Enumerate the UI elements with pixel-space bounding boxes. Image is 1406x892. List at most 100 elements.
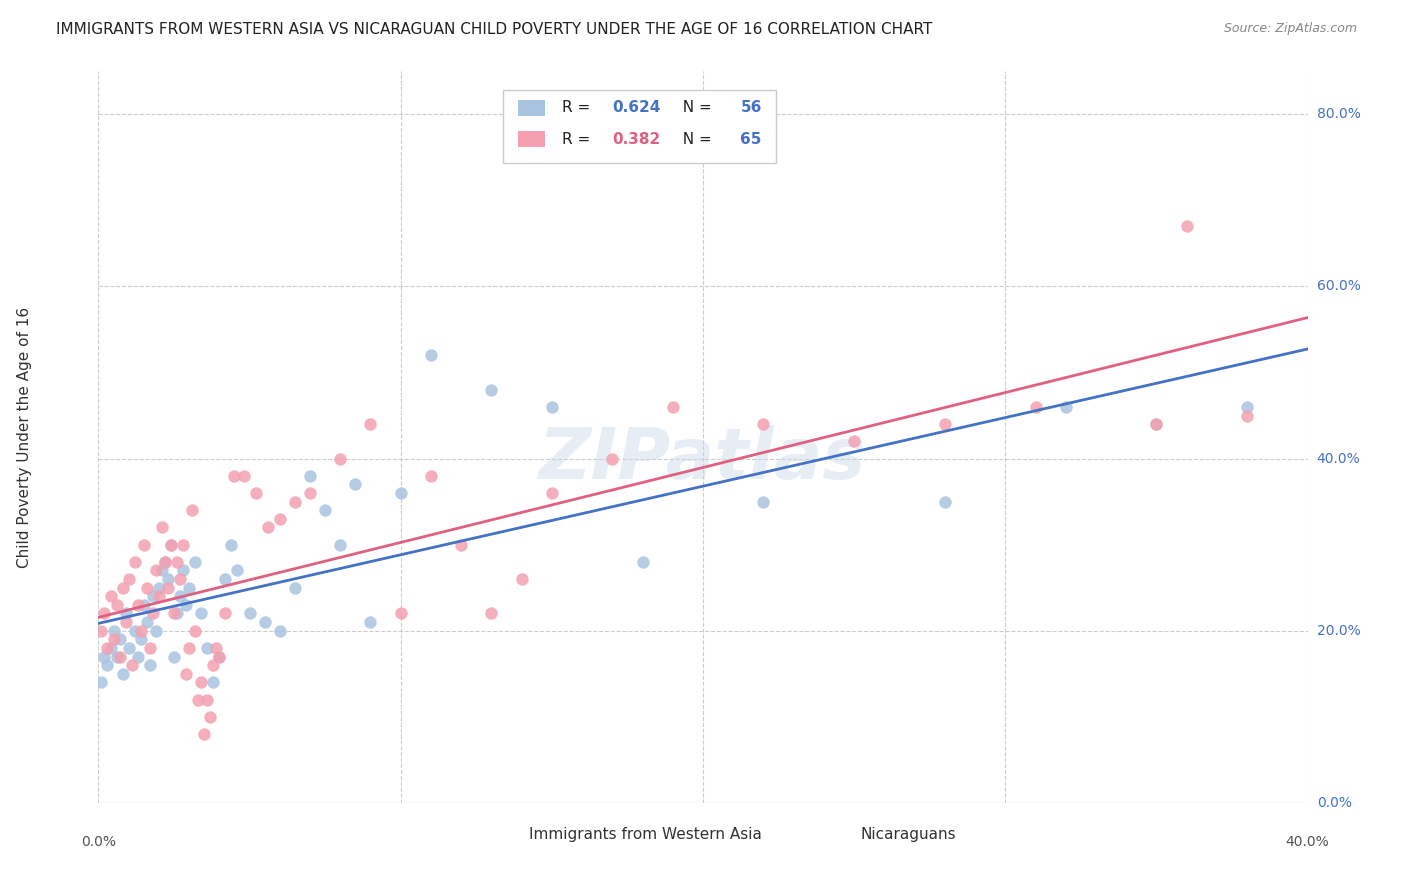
Text: Source: ZipAtlas.com: Source: ZipAtlas.com (1223, 22, 1357, 36)
Point (934, 494, 956, 508)
Point (93, 649, 115, 664)
Point (205, 640, 228, 655)
Text: 40.0%: 40.0% (1316, 451, 1361, 466)
Point (174, 666, 197, 681)
Point (193, 727, 215, 741)
Point (344, 477, 367, 491)
Point (132, 538, 155, 552)
Text: R =: R = (561, 101, 595, 115)
Point (184, 555, 207, 569)
Point (127, 649, 149, 664)
Point (169, 589, 191, 603)
Point (329, 538, 352, 552)
Text: 0.0%: 0.0% (1316, 796, 1351, 810)
Point (139, 640, 162, 655)
Point (202, 675, 225, 690)
Point (118, 572, 141, 586)
Text: 80.0%: 80.0% (1316, 107, 1361, 121)
Point (1024, 400, 1046, 414)
Point (114, 615, 136, 629)
Point (135, 615, 157, 629)
Point (169, 572, 191, 586)
Point (1236, 409, 1258, 423)
FancyBboxPatch shape (517, 131, 544, 147)
Point (540, 486, 562, 500)
Point (314, 503, 336, 517)
Point (389, 486, 412, 500)
Point (245, 486, 267, 500)
Point (187, 692, 209, 706)
Point (100, 589, 122, 603)
Point (129, 624, 152, 638)
Point (1175, 219, 1198, 234)
Point (148, 589, 170, 603)
Point (156, 572, 179, 586)
Point (156, 581, 179, 595)
Point (96, 658, 118, 673)
Point (284, 581, 307, 595)
Point (208, 649, 231, 664)
Point (148, 581, 170, 595)
Point (253, 615, 276, 629)
Point (108, 632, 131, 647)
Point (329, 451, 352, 466)
Point (179, 640, 201, 655)
Point (103, 632, 125, 647)
Point (1144, 417, 1167, 432)
Point (360, 417, 382, 432)
Point (179, 581, 201, 595)
Point (114, 607, 136, 621)
Point (181, 503, 204, 517)
Point (163, 649, 186, 664)
FancyBboxPatch shape (492, 825, 520, 843)
Point (184, 624, 207, 638)
Point (389, 607, 412, 621)
Point (420, 468, 443, 483)
Point (214, 572, 236, 586)
Text: IMMIGRANTS FROM WESTERN ASIA VS NICARAGUAN CHILD POVERTY UNDER THE AGE OF 16 COR: IMMIGRANTS FROM WESTERN ASIA VS NICARAGU… (56, 22, 932, 37)
Point (450, 538, 472, 552)
Point (153, 555, 176, 569)
Point (752, 417, 775, 432)
Point (142, 607, 165, 621)
Point (190, 607, 212, 621)
Point (93, 607, 115, 621)
Text: 60.0%: 60.0% (1316, 279, 1361, 293)
Text: 0.624: 0.624 (613, 101, 661, 115)
Point (934, 417, 956, 432)
Point (163, 607, 186, 621)
Point (135, 581, 157, 595)
Point (214, 607, 236, 621)
Point (195, 640, 218, 655)
Point (145, 624, 167, 638)
Text: N =: N = (672, 132, 717, 147)
Point (129, 632, 152, 647)
Point (174, 598, 197, 612)
Text: 56: 56 (741, 101, 762, 115)
Text: Nicaraguans: Nicaraguans (860, 827, 956, 842)
Point (269, 624, 291, 638)
Point (150, 520, 173, 534)
Point (139, 658, 162, 673)
Point (360, 615, 382, 629)
Point (160, 538, 183, 552)
Point (160, 538, 183, 552)
Point (540, 400, 562, 414)
Point (481, 383, 503, 397)
Point (103, 624, 125, 638)
Point (121, 658, 143, 673)
Point (145, 564, 167, 578)
Point (239, 607, 262, 621)
Point (224, 468, 246, 483)
Text: N =: N = (672, 101, 717, 115)
Point (100, 640, 122, 655)
Point (481, 607, 503, 621)
FancyBboxPatch shape (503, 90, 776, 163)
Point (284, 494, 307, 508)
Point (200, 710, 222, 724)
Point (226, 564, 249, 578)
Point (190, 675, 212, 690)
Point (172, 564, 194, 578)
Point (299, 486, 322, 500)
Point (166, 607, 188, 621)
